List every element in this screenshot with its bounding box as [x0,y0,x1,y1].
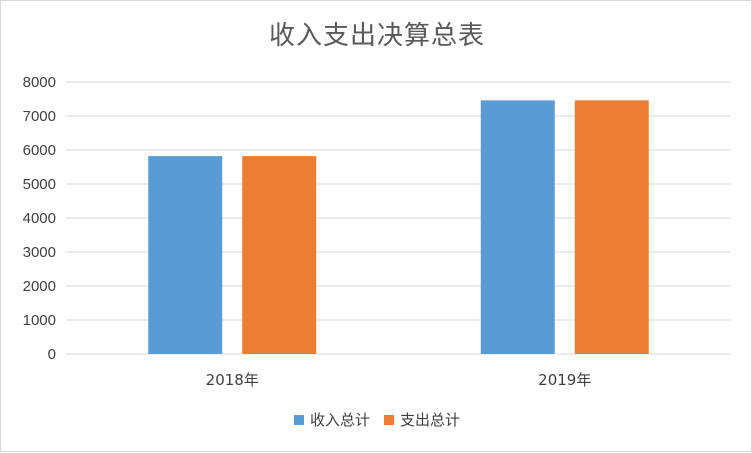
legend-label-income: 收入总计 [309,411,370,429]
x-category-label: 2019年 [538,371,591,389]
chart-title: 收入支出决算总表 [268,21,485,51]
y-tick-label: 2000 [23,278,56,295]
legend-swatch-income [293,414,304,425]
legend-swatch-expense [384,414,394,425]
legend-label-expense: 支出总计 [400,411,461,429]
y-tick-label: 8000 [23,74,56,91]
bar-expense-0 [242,156,317,354]
y-tick-label: 6000 [23,142,56,159]
y-tick-label: 4000 [23,210,56,227]
y-tick-label: 1000 [23,312,56,329]
legend: 收入总计 支出总计 [1,409,752,430]
x-category-label: 2018年 [206,371,259,389]
legend-item-income: 收入总计 [293,409,370,430]
bar-income-0 [148,156,223,354]
bar-income-1 [480,100,555,354]
legend-item-expense: 支出总计 [384,409,460,430]
y-tick-label: 7000 [23,108,56,125]
bar-expense-1 [574,100,649,354]
y-tick-label: 3000 [23,244,56,261]
y-tick-label: 0 [48,346,56,363]
y-tick-label: 5000 [23,176,56,193]
